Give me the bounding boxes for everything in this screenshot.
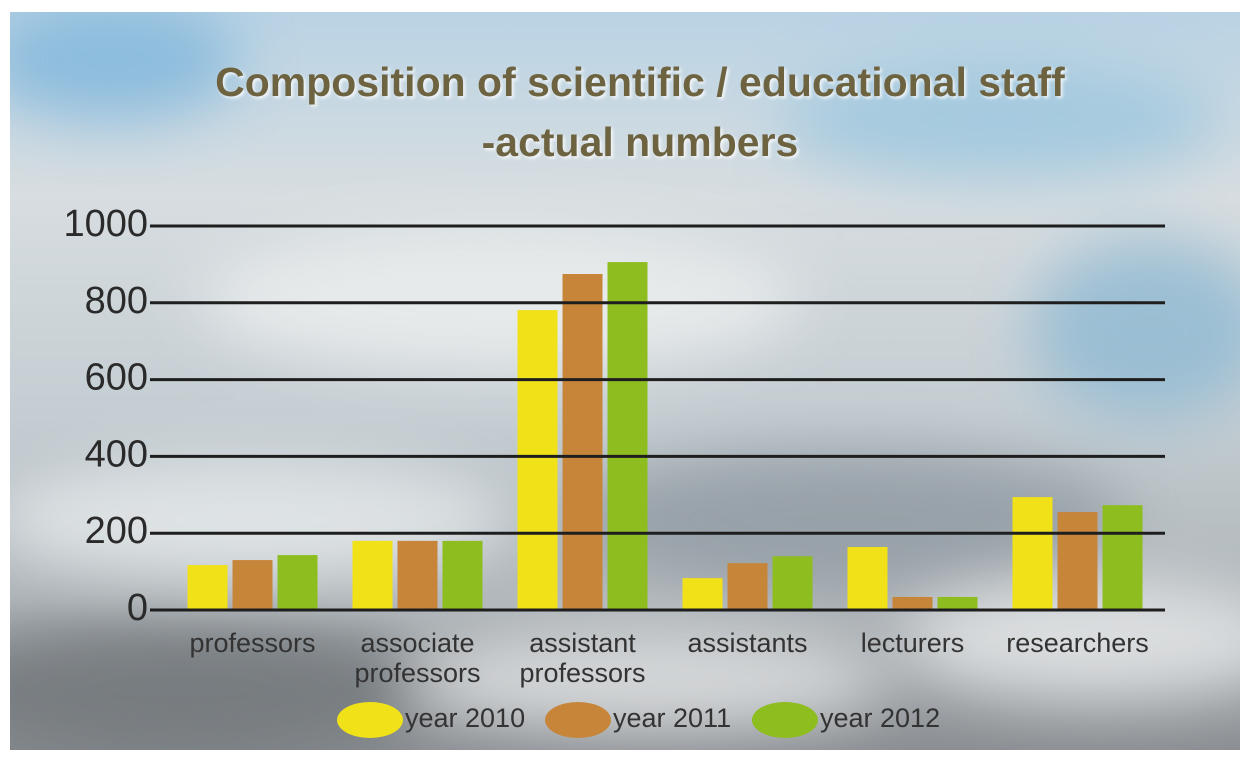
y-tick-label: 1000 (63, 203, 148, 245)
bar (772, 556, 813, 610)
x-tick-label: researchers (1006, 628, 1149, 658)
legend-label: year 2010 (405, 703, 525, 733)
x-tick-label: lecturers (861, 628, 965, 658)
bar (562, 274, 603, 610)
bar (1102, 505, 1143, 610)
legend-swatch (545, 702, 611, 738)
chart-title: Composition of scientific / educational … (215, 59, 1065, 105)
bar (397, 540, 438, 610)
bar (1057, 512, 1098, 610)
bar (187, 565, 228, 610)
x-tick-label: assistants (687, 628, 807, 658)
chart-title: -actual numbers (482, 119, 799, 165)
bar (607, 262, 648, 610)
legend-swatch (337, 702, 403, 738)
y-tick-label: 0 (127, 587, 148, 629)
bar (727, 563, 768, 610)
x-tick-label: professors (189, 628, 315, 658)
legend-label: year 2011 (613, 703, 731, 733)
x-tick-label: associate professors (354, 628, 480, 688)
x-tick-label: assistant professors (519, 628, 645, 688)
bar (682, 578, 723, 610)
y-tick-label: 200 (85, 510, 148, 552)
bar (937, 596, 978, 610)
bar (1012, 497, 1053, 610)
bar (517, 310, 558, 610)
y-tick-label: 600 (85, 357, 148, 399)
bar (847, 547, 888, 610)
y-tick-label: 800 (85, 280, 148, 322)
bar (442, 540, 483, 610)
y-tick-label: 400 (85, 433, 148, 475)
bar (352, 540, 393, 610)
bar (277, 555, 318, 610)
bar (892, 596, 933, 610)
legend-swatch (752, 702, 818, 738)
bar (232, 560, 273, 610)
legend-label: year 2012 (820, 703, 940, 733)
